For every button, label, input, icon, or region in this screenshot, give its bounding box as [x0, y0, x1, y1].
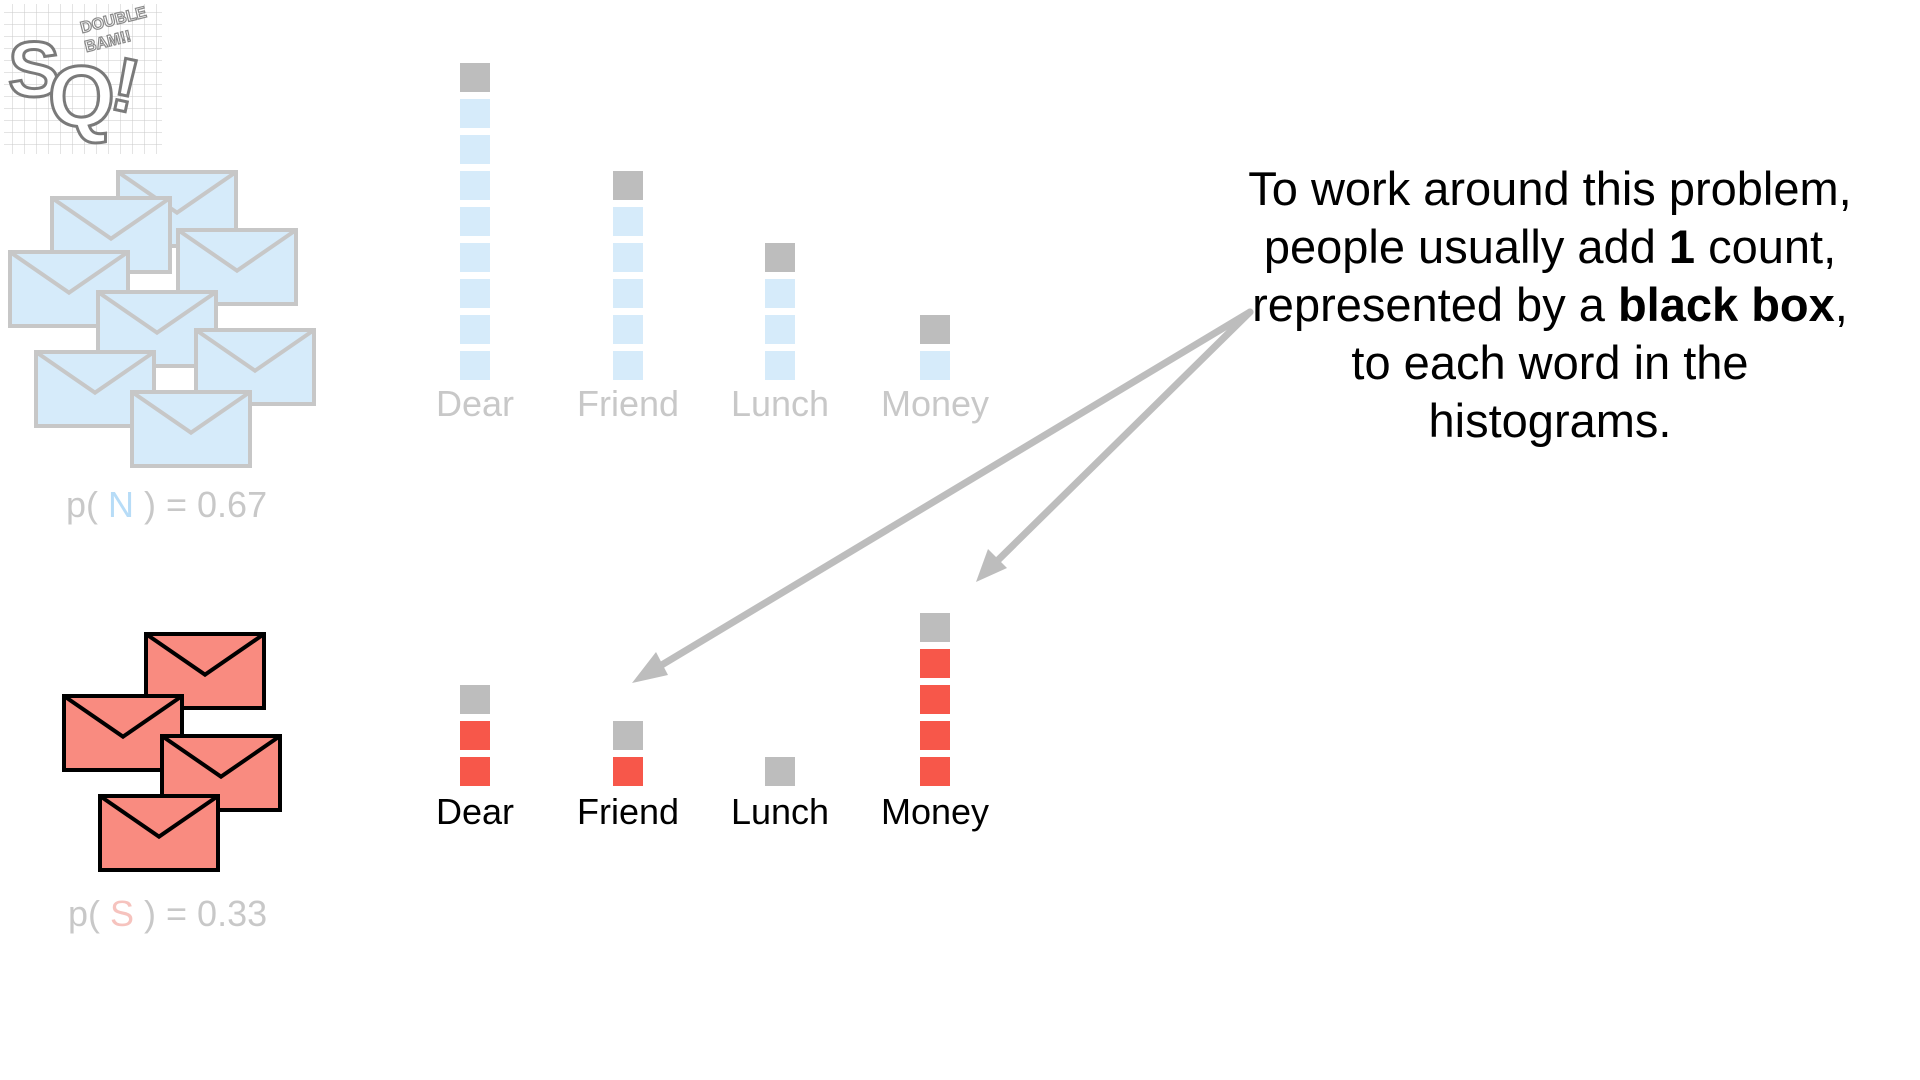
spam-money-pseudocount-box — [920, 613, 950, 642]
spam-word-label-friend: Friend — [577, 791, 679, 832]
prior-spam-value: ) = 0.33 — [134, 893, 267, 934]
spam-envelope-icon — [98, 794, 220, 872]
explanation-bold-count: 1 — [1668, 220, 1696, 273]
arrow-to-friend-line — [646, 308, 1254, 676]
logo-grid-background — [4, 4, 162, 154]
normal-friend-count-box — [613, 279, 643, 308]
normal-word-label-friend: Friend — [577, 383, 679, 424]
spam-lunch-pseudocount-box — [765, 757, 795, 786]
explanation-bold-black-box: black box — [1617, 278, 1835, 331]
normal-dear-count-box — [460, 243, 490, 272]
spam-histogram-friend — [613, 721, 643, 786]
normal-word-label-money: Money — [881, 383, 989, 424]
logo-letter-s: S — [8, 25, 60, 113]
normal-histogram-friend — [613, 171, 643, 380]
spam-word-label-dear: Dear — [436, 791, 514, 832]
statquest-logo: S Q ! DOUBLE BAM!! — [4, 4, 162, 154]
explanation-text: To work around this problem, people usua… — [1245, 160, 1855, 450]
spam-friend-pseudocount-box — [613, 721, 643, 750]
spam-money-count-box — [920, 721, 950, 750]
normal-friend-count-box — [613, 315, 643, 344]
normal-dear-count-box — [460, 171, 490, 200]
normal-dear-count-box — [460, 207, 490, 236]
explanation-part-3: , to each word in the histograms. — [1351, 278, 1848, 447]
normal-envelope-icon — [130, 390, 252, 468]
normal-money-pseudocount-box — [920, 315, 950, 344]
prior-spam-class: S — [110, 893, 134, 934]
normal-friend-count-box — [613, 351, 643, 380]
normal-lunch-count-box — [765, 315, 795, 344]
spam-histogram-dear — [460, 685, 490, 786]
prior-spam-label: p( S ) = 0.33 — [68, 893, 267, 934]
spam-word-histogram — [460, 613, 950, 786]
normal-dear-count-box — [460, 135, 490, 164]
prior-normal-prefix: p( — [66, 484, 108, 525]
spam-word-label-money: Money — [881, 791, 989, 832]
spam-money-count-box — [920, 685, 950, 714]
arrow-to-money-line — [986, 308, 1254, 572]
spam-dear-count-box — [460, 721, 490, 750]
spam-word-label-lunch: Lunch — [731, 791, 829, 832]
normal-lunch-count-box — [765, 279, 795, 308]
spam-money-count-box — [920, 757, 950, 786]
normal-histogram-lunch — [765, 243, 795, 380]
normal-dear-pseudocount-box — [460, 63, 490, 92]
normal-word-label-dear: Dear — [436, 383, 514, 424]
spam-email-stack — [62, 632, 282, 872]
normal-friend-count-box — [613, 207, 643, 236]
prior-spam-prefix: p( — [68, 893, 110, 934]
normal-dear-count-box — [460, 315, 490, 344]
prior-normal-label: p( N ) = 0.67 — [66, 484, 267, 525]
normal-lunch-pseudocount-box — [765, 243, 795, 272]
pointer-arrows — [632, 308, 1254, 683]
spam-histogram-money — [920, 613, 950, 786]
prior-normal-value: ) = 0.67 — [134, 484, 267, 525]
spam-dear-count-box — [460, 757, 490, 786]
normal-dear-count-box — [460, 279, 490, 308]
spam-money-count-box — [920, 649, 950, 678]
arrow-to-money-head — [976, 549, 1007, 582]
normal-friend-count-box — [613, 243, 643, 272]
normal-email-stack — [8, 170, 316, 468]
explanation-part-1: To work around this problem, people usua… — [1248, 162, 1852, 273]
normal-money-count-box — [920, 351, 950, 380]
spam-dear-pseudocount-box — [460, 685, 490, 714]
prior-normal-class: N — [108, 484, 134, 525]
normal-histogram-money — [920, 315, 950, 380]
normal-dear-count-box — [460, 351, 490, 380]
normal-dear-count-box — [460, 99, 490, 128]
normal-word-label-lunch: Lunch — [731, 383, 829, 424]
spam-histogram-lunch — [765, 757, 795, 786]
logo-letter-q: Q — [48, 49, 115, 145]
normal-word-histogram — [460, 63, 950, 380]
normal-friend-pseudocount-box — [613, 171, 643, 200]
explanation-part-2: count, represented by a — [1252, 220, 1837, 331]
normal-histogram-dear — [460, 63, 490, 380]
spam-friend-count-box — [613, 757, 643, 786]
arrow-to-friend-head — [632, 652, 668, 683]
normal-lunch-count-box — [765, 351, 795, 380]
